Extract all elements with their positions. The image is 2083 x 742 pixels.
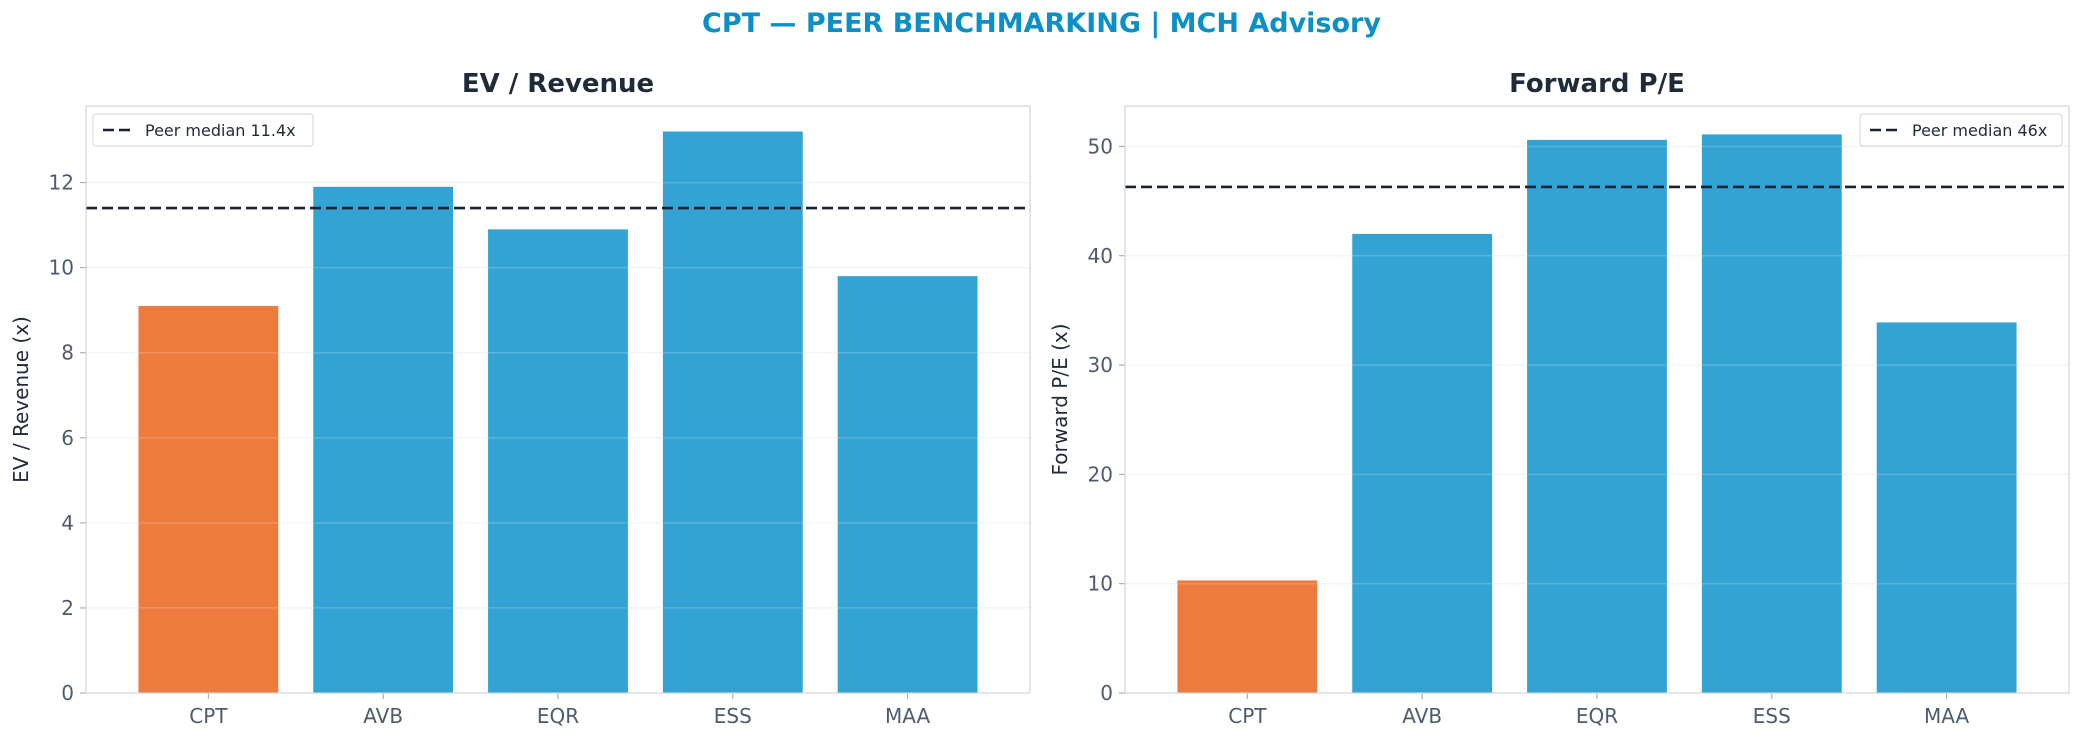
chart-1-legend-label: Peer median 11.4x: [145, 121, 296, 140]
chart-2-ytick-label-4: 40: [1088, 244, 1113, 268]
chart-2-ylabel: Forward P/E (x): [1048, 323, 1072, 475]
chart-1-ylabel: EV / Revenue (x): [9, 316, 33, 483]
chart-2-title: Forward P/E: [1509, 69, 1685, 99]
chart-1-xtick-label-eqr: EQR: [537, 704, 579, 728]
chart-2-ytick-label-5: 50: [1088, 134, 1113, 158]
chart-2-xtick-label-cpt: CPT: [1228, 704, 1267, 728]
chart-2-ytick-label-3: 30: [1088, 353, 1113, 377]
chart-2-xtick-label-ess: ESS: [1753, 704, 1791, 728]
chart-1-xtick-label-maa: MAA: [885, 704, 930, 728]
chart-2: CPT AVB EQR ESS MAA 0 10 20 30 40 50 Forward P/E For…: [1048, 69, 2070, 728]
chart-1-title: EV / Revenue: [462, 69, 654, 99]
chart-2-bar-cpt: [1177, 580, 1318, 693]
chart-1-ytick-label-2: 4: [61, 511, 74, 535]
chart-2-legend-box: [1859, 113, 2063, 147]
chart-1-bar-eqr: [488, 229, 628, 693]
chart-2-xtick-label-eqr: EQR: [1576, 704, 1618, 728]
chart-2-ytick-label-2: 20: [1088, 462, 1113, 486]
chart-1-xtick-label-cpt: CPT: [189, 704, 228, 728]
chart-2-bar-eqr: [1527, 139, 1667, 693]
chart-1-ytick-label-6: 12: [49, 171, 74, 195]
chart-2-bar-avb: [1352, 233, 1493, 693]
chart-1-xtick-label-avb: AVB: [363, 704, 403, 728]
chart-1-legend: Peer median 11.4x: [92, 113, 314, 147]
chart-2-legend: Peer median 46x: [1859, 113, 2063, 147]
chart-2-bar-ess: [1701, 134, 1842, 694]
chart-2-legend-label: Peer median 46x: [1912, 121, 2047, 140]
chart-1-ytick-label-3: 6: [61, 426, 74, 450]
chart-1-bar-ess: [662, 131, 803, 694]
chart-1-bar-avb: [313, 186, 454, 693]
chart-2-xtick-label-avb: AVB: [1402, 704, 1442, 728]
chart-1-bar-cpt: [138, 305, 279, 693]
chart-1: CPT AVB EQR ESS MAA 0 2 4 6 8 10 12 EV / Revenue EV /…: [9, 69, 1031, 728]
chart-1-frame: [85, 105, 1031, 694]
chart-1-ytick-label-0: 0: [61, 681, 74, 705]
chart-1-xtick-label-ess: ESS: [714, 704, 752, 728]
chart-2-ytick-label-0: 0: [1100, 681, 1113, 705]
chart-2-ytick-label-1: 10: [1088, 572, 1113, 596]
chart-1-ytick-label-1: 2: [61, 596, 74, 620]
chart-1-bar-maa: [837, 276, 978, 693]
chart-2-bar-maa: [1876, 322, 2017, 693]
chart-2-xtick-label-maa: MAA: [1924, 704, 1969, 728]
chart-1-ytick-label-4: 8: [61, 341, 74, 365]
chart-2-frame: [1124, 105, 2070, 694]
chart-1-ytick-label-5: 10: [49, 256, 74, 280]
chart-1-legend-box: [92, 113, 314, 147]
figure-title: CPT — PEER BENCHMARKING | MCH Advisory: [702, 8, 1381, 39]
